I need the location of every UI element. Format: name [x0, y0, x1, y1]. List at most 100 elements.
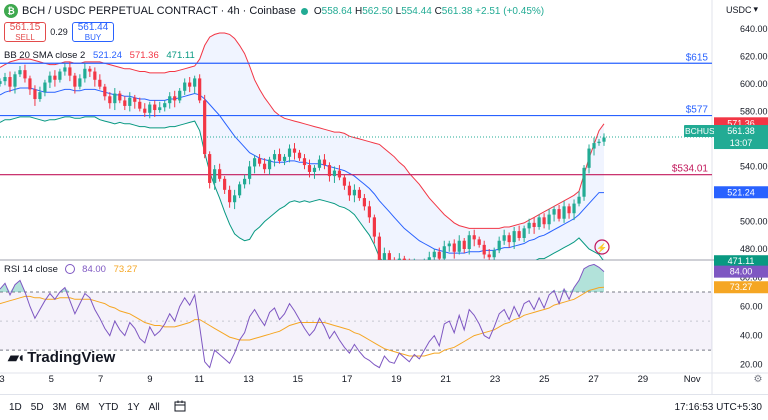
rsi-ma-line: [0, 286, 605, 357]
spread-value: 0.29: [50, 27, 68, 37]
candle-body: [173, 96, 177, 101]
time-tick-label: 23: [490, 374, 501, 385]
candle-body: [28, 78, 32, 90]
time-tick-label: 27: [588, 374, 599, 385]
candle-body: [537, 217, 541, 227]
candle-body: [567, 206, 571, 214]
time-tick-label: Nov: [684, 374, 701, 385]
candle-body: [78, 78, 82, 87]
candle-body: [592, 143, 596, 149]
rsi-ma-value: 73.27: [113, 264, 138, 275]
candle-body: [377, 236, 381, 260]
low-label: L: [395, 5, 402, 17]
indicator-price-tag: 521.24: [727, 187, 755, 197]
time-tick-label: 5: [49, 374, 54, 385]
candle-body: [552, 209, 556, 215]
candle-body: [352, 189, 357, 196]
candle-body: [133, 97, 137, 102]
candle-body: [327, 165, 332, 177]
buy-label: BUY: [84, 33, 102, 42]
candle-body: [492, 250, 496, 258]
rsi-settings-icon[interactable]: [64, 264, 75, 274]
bb-lower-value: 471.11: [166, 50, 195, 61]
candle-body: [418, 264, 421, 268]
candle-body: [387, 253, 391, 260]
timeframe-3m[interactable]: 3M: [52, 402, 67, 413]
candle-body: [562, 206, 566, 219]
candle-body: [238, 184, 242, 196]
candle-body: [502, 235, 506, 241]
candle-body: [8, 77, 12, 87]
indicator-price-tag: 471.11: [728, 256, 755, 266]
clock-readout[interactable]: 17:16:53 UTC+5:30: [674, 402, 762, 413]
logo-text: TradingView: [27, 349, 116, 366]
bch-coin-icon[interactable]: ₿: [4, 4, 18, 18]
candle-body: [397, 258, 401, 260]
candle-body: [497, 240, 501, 251]
candle-body: [13, 74, 17, 87]
candle-body: [233, 195, 237, 203]
rsi-legend[interactable]: RSI 14 close 84.00 73.27: [4, 264, 137, 275]
rsi-value-box: [714, 265, 768, 278]
time-tick-label: 21: [440, 374, 451, 385]
time-tick-label: 19: [391, 374, 402, 385]
candle-body: [432, 251, 436, 258]
chart-canvas[interactable]: 640.00620.00600.00580.00560.00540.00520.…: [0, 0, 768, 394]
timeframe-1y[interactable]: 1Y: [127, 402, 140, 413]
candle-body: [307, 165, 312, 172]
candle-body: [163, 103, 167, 108]
rsi-tick-label: 20.00: [740, 360, 763, 370]
buy-button[interactable]: 561.44 BUY: [72, 22, 114, 42]
open-label: O: [313, 5, 322, 17]
candle-body: [272, 154, 277, 160]
candle-body: [203, 100, 207, 155]
price-pane: [0, 32, 712, 269]
sell-button[interactable]: 561.15 SELL: [4, 22, 46, 42]
time-tick-label: 29: [638, 374, 649, 385]
high-value: 562.50: [362, 5, 393, 17]
candle-body: [337, 170, 342, 178]
candle-body: [472, 235, 476, 240]
candle-body: [557, 209, 561, 219]
candle-body: [312, 167, 317, 172]
candle-body: [3, 77, 7, 82]
candle-body: [527, 222, 531, 229]
candle-body: [183, 82, 187, 91]
timeframe-ytd[interactable]: YTD: [98, 402, 119, 413]
candle-body: [362, 198, 366, 207]
candle-body: [393, 261, 396, 265]
time-tick-label: 25: [539, 374, 550, 385]
candle-body: [93, 71, 97, 80]
timeframe-5d[interactable]: 5D: [30, 402, 44, 413]
candle-body: [128, 97, 132, 106]
candle-body: [602, 137, 606, 142]
candle-body: [38, 92, 42, 100]
candle-body: [262, 163, 267, 170]
symbol-title[interactable]: BCH / USDC PERPETUAL CONTRACT · 4h · Coi…: [22, 5, 296, 17]
candle-body: [423, 263, 426, 269]
rsi-pane: [0, 263, 712, 369]
price-tick-label: 580.00: [740, 106, 768, 116]
rsi-tick-label: 40.00: [740, 331, 763, 341]
rsi-value-tag: 84.00: [730, 267, 753, 277]
candle-body: [532, 222, 536, 227]
close-label: C: [434, 5, 442, 17]
horizontal-line-label: $615: [686, 52, 709, 63]
close-value: 561.38: [441, 5, 473, 17]
price-tag-box: [714, 117, 768, 130]
candle-body: [138, 101, 142, 109]
timeframe-all[interactable]: All: [148, 402, 160, 413]
bb-basis-value: 521.24: [92, 50, 123, 61]
candle-body: [582, 167, 586, 197]
candle-body: [188, 82, 192, 87]
candle-body: [153, 104, 157, 111]
candle-body: [482, 244, 486, 255]
currency-selector[interactable]: USDC ▾: [726, 4, 758, 15]
time-tick-label: 7: [98, 374, 103, 385]
timeframe-1d[interactable]: 1D: [9, 402, 22, 413]
calendar-icon[interactable]: [174, 400, 186, 415]
rsi-ma-tag: 73.27: [730, 282, 753, 292]
time-tick-label: 17: [342, 374, 353, 385]
bb-legend[interactable]: BB 20 SMA close 2 521.24 571.36 471.11: [4, 50, 195, 61]
timeframe-6m[interactable]: 6M: [75, 402, 90, 413]
